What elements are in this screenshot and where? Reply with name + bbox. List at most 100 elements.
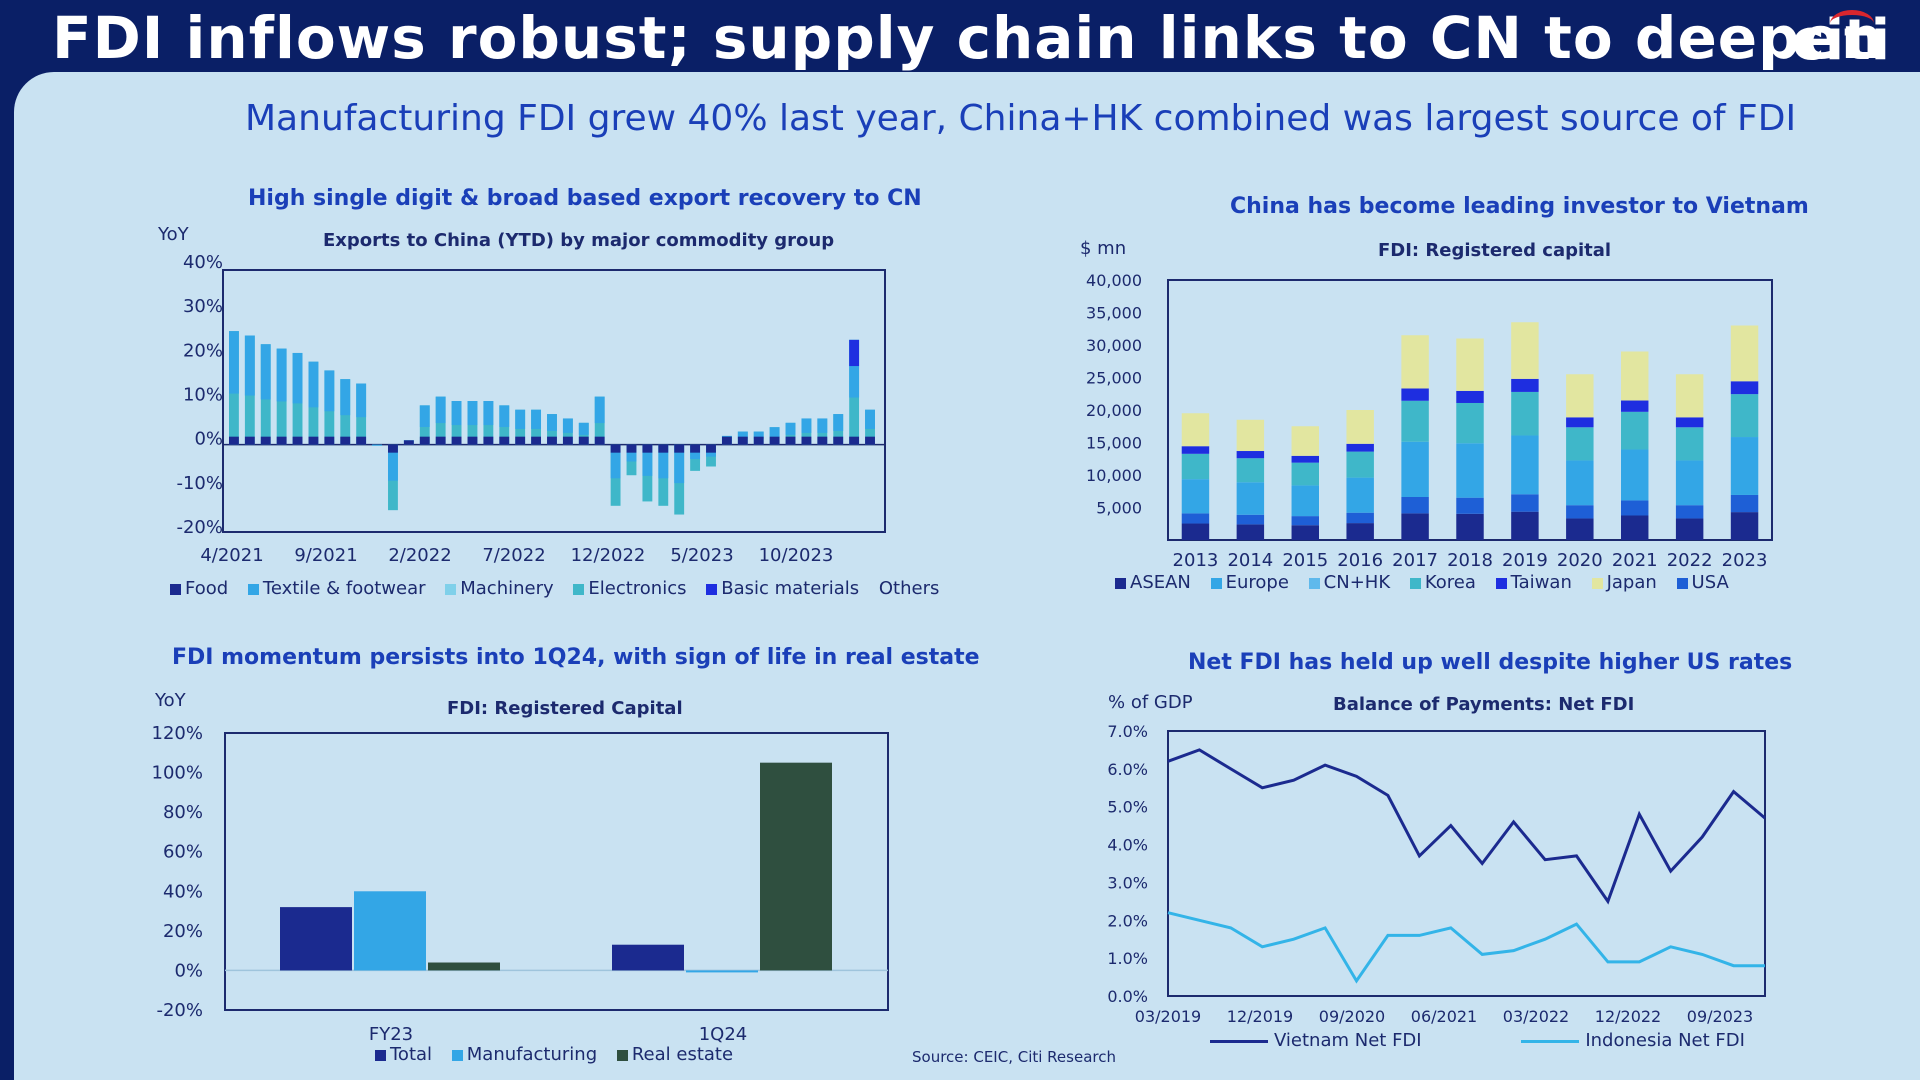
- chart1-bar-base: [229, 436, 239, 445]
- chart1-xtick: 5/2023: [670, 545, 733, 566]
- chart2-bar-segment: [1511, 391, 1539, 436]
- chart3-title: FDI momentum persists into 1Q24, with si…: [172, 645, 980, 670]
- chart1-bar-segment: [594, 396, 605, 424]
- chart4-ytick: 2.0%: [1107, 911, 1148, 930]
- chart2-bar-segment: [1730, 437, 1759, 495]
- chart2-bar-segment: [1621, 515, 1649, 540]
- chart1-bar-segment: [833, 414, 844, 431]
- chart1-bar-segment: [753, 431, 764, 439]
- chart1-title: High single digit & broad based export r…: [248, 186, 922, 211]
- chart2-bar-segment: [1236, 514, 1265, 525]
- chart2-bar-segment: [1730, 494, 1759, 513]
- chart2-bar-segment: [1236, 458, 1265, 483]
- chart4-frame: [1167, 730, 1766, 997]
- chart1-bar-segment: [229, 331, 239, 394]
- chart2-xtick: 2022: [1667, 550, 1713, 571]
- chart2-bar-segment: [1566, 417, 1594, 428]
- chart3-frame: [224, 732, 889, 1011]
- chart3-ytick: 0%: [174, 960, 203, 981]
- chart2-title: China has become leading investor to Vie…: [1230, 194, 1809, 219]
- chart2-xtick: 2020: [1557, 550, 1603, 571]
- chart2-bar-segment: [1621, 449, 1649, 501]
- chart2-bar-segment: [1401, 513, 1429, 540]
- chart1-bar-segment: [419, 405, 430, 427]
- chart1-bar-segment: [801, 418, 812, 433]
- slide-title: FDI inflows robust; supply chain links t…: [52, 4, 1884, 72]
- chart2-bar-segment: [1730, 512, 1759, 540]
- chart3-ytick: 100%: [152, 763, 203, 784]
- legend-item-indonesia: Indonesia Net FDI: [1521, 1030, 1745, 1051]
- chart2-bar-segment: [1675, 427, 1704, 461]
- chart2-bar-segment: [1675, 505, 1704, 519]
- chart2-bar-segment: [1675, 374, 1704, 418]
- legend-item-taiwan: Taiwan: [1495, 572, 1572, 593]
- chart1-bar-base: [308, 436, 319, 445]
- legend-item-others: Others: [878, 578, 940, 599]
- chart1-xtick: 7/2022: [482, 545, 545, 566]
- chart1-bar-segment: [372, 444, 382, 446]
- chart1-xtick: 9/2021: [294, 545, 357, 566]
- chart1-bar-segment: [658, 444, 669, 479]
- chart1-bar-base: [594, 436, 605, 445]
- chart1-bar-base: [244, 436, 255, 445]
- chart2-xtick: 2023: [1722, 550, 1768, 571]
- chart3-xtick: 1Q24: [699, 1024, 748, 1045]
- chart2-bar-segment: [1456, 497, 1484, 514]
- chart4-legend: Vietnam Net FDI Indonesia Net FDI: [1210, 1030, 1759, 1051]
- chart1-bar-base: [626, 444, 637, 453]
- chart2-subtitle: FDI: Registered capital: [1378, 240, 1612, 261]
- chart1-bar-base: [467, 436, 478, 445]
- chart2-bar-segment: [1181, 413, 1210, 447]
- chart1-bar-base: [769, 436, 780, 445]
- chart2-bar-segment: [1675, 518, 1704, 540]
- chart1-bar-segment: [388, 444, 398, 481]
- chart2-ytick: 15,000: [1086, 434, 1142, 453]
- legend-item-basic-materials: Basic materials: [706, 578, 859, 599]
- chart1-frame: [222, 269, 886, 533]
- chart2-bar-segment: [1621, 500, 1649, 516]
- chart2-xtick: 2014: [1227, 550, 1273, 571]
- chart1-bar-base: [562, 436, 573, 445]
- chart2-ytick: 10,000: [1086, 466, 1142, 485]
- chart2-bar-segment: [1401, 400, 1429, 442]
- chart4-ylabel: % of GDP: [1108, 692, 1193, 713]
- chart2-bar-segment: [1511, 322, 1539, 379]
- chart4-ytick: 1.0%: [1107, 949, 1148, 968]
- chart1-bar-base: [674, 444, 685, 453]
- chart1-bar-segment: [547, 414, 557, 431]
- chart3-bar: [612, 944, 684, 971]
- chart3-subtitle: FDI: Registered Capital: [447, 698, 683, 719]
- chart3-bar: [428, 962, 500, 971]
- chart2-ytick: 40,000: [1086, 271, 1142, 290]
- chart3-ytick: 40%: [163, 881, 203, 902]
- chart1-bar-segment: [562, 418, 573, 433]
- chart2-ytick: 5,000: [1096, 499, 1142, 518]
- chart1-bar-segment: [626, 444, 637, 462]
- chart1-bar-segment: [531, 409, 542, 429]
- chart2-bar-segment: [1346, 523, 1374, 540]
- chart2-bar-segment: [1621, 351, 1649, 401]
- chart1-bar-segment: [865, 409, 875, 429]
- chart2-bar-segment: [1291, 525, 1319, 540]
- chart4-ytick: 6.0%: [1107, 760, 1148, 779]
- chart2-bar-segment: [1291, 485, 1319, 517]
- chart2-bar-segment: [1346, 443, 1374, 452]
- chart1-bar-base: [817, 436, 828, 445]
- chart2-xtick: 2013: [1173, 550, 1219, 571]
- chart2-bar-segment: [1401, 335, 1429, 389]
- chart1-bar-segment: [308, 361, 319, 408]
- chart4-xtick: 03/2019: [1135, 1007, 1201, 1026]
- chart1-bar-segment: [515, 409, 526, 429]
- chart1-xtick: 2/2022: [388, 545, 451, 566]
- chart3-bar: [760, 762, 832, 971]
- legend-item-asean: ASEAN: [1115, 572, 1191, 593]
- chart3-ylabel: YoY: [155, 690, 186, 711]
- chart2-bar-segment: [1621, 411, 1649, 450]
- chart2-bar-segment: [1236, 451, 1265, 459]
- chart2-bar-segment: [1236, 524, 1265, 540]
- chart4-xtick: 09/2023: [1687, 1007, 1753, 1026]
- chart2-bar-segment: [1456, 402, 1484, 444]
- chart1-bar-segment: [356, 383, 367, 418]
- chart3-bar: [686, 970, 758, 973]
